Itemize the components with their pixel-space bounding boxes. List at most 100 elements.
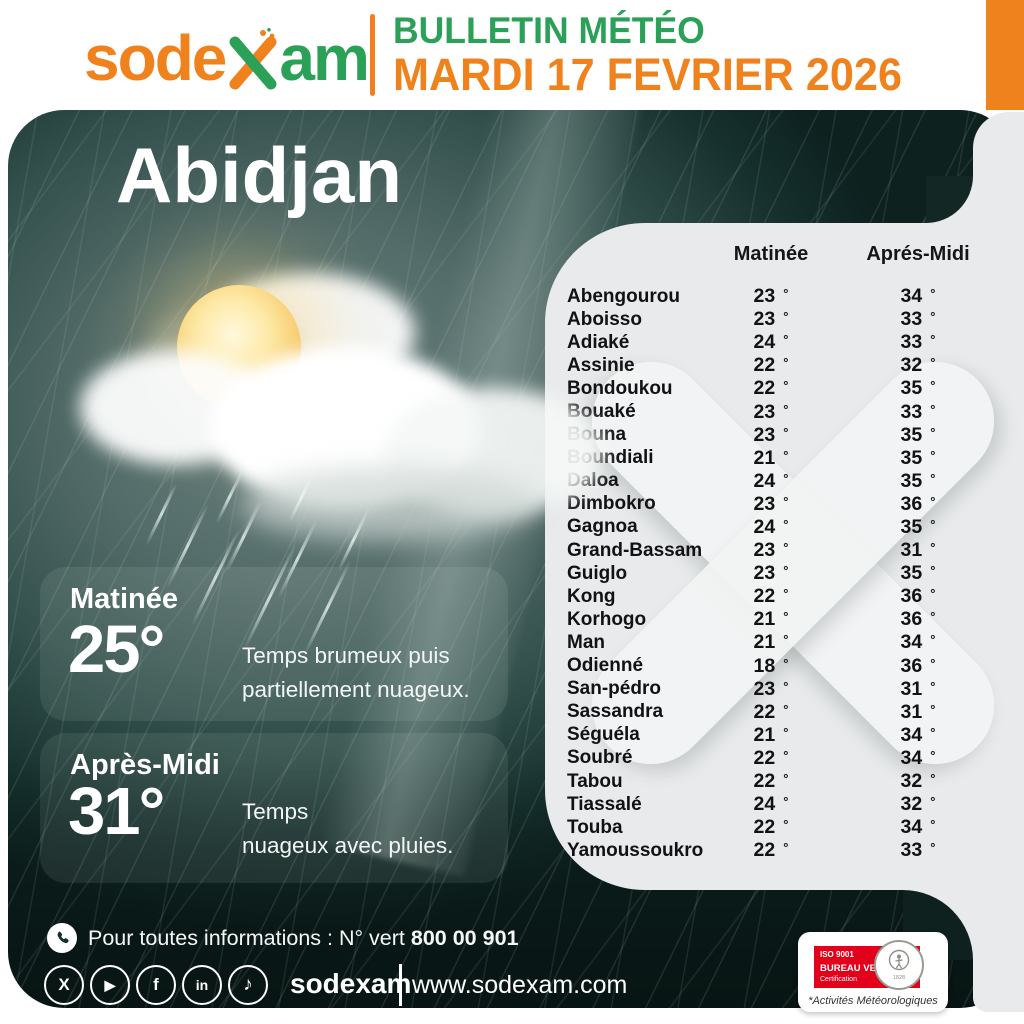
seal-year: 1828 — [892, 975, 906, 981]
table-row: Assinie 22 ° 32 ° — [545, 354, 1024, 377]
footer-divider — [399, 964, 402, 1006]
morning-temp-cell: 23 ° — [753, 677, 789, 700]
afternoon-temp-cell: 32 ° — [900, 354, 936, 377]
table-row: Man 21 ° 34 ° — [545, 631, 1024, 654]
table-row: San-pédro 23 ° 31 ° — [545, 678, 1024, 701]
footer-brand: sodexam — [290, 968, 412, 999]
morning-temp-cell: 21 ° — [753, 723, 789, 746]
table-row: Yamoussoukro 22 ° 33 ° — [545, 839, 1024, 862]
website-link[interactable]: www.sodexam.com — [412, 971, 628, 999]
table-row: Adiaké 24 ° 33 ° — [545, 331, 1024, 354]
table-city: Adiaké — [567, 331, 630, 353]
afternoon-temperature: 31° — [68, 774, 165, 849]
morning-temp-cell: 22 ° — [753, 746, 789, 769]
morning-temp-cell: 23 ° — [753, 308, 789, 331]
table-row: Abengourou 23 ° 34 ° — [545, 285, 1024, 308]
city-table-body: Abengourou 23 ° 34 ° Aboisso 23 ° 33 ° Adiaké 24 ° 33… — [545, 285, 1024, 862]
table-row: Bouaké 23 ° 33 ° — [545, 400, 1024, 423]
phone-icon — [47, 923, 77, 953]
table-city: Assinie — [567, 354, 635, 376]
afternoon-temp-cell: 36 ° — [900, 608, 936, 631]
afternoon-temp-cell: 36 ° — [900, 492, 936, 515]
youtube-icon[interactable]: ▶ — [90, 965, 130, 1005]
table-city: Dimbokro — [567, 493, 656, 515]
afternoon-label: Après-Midi — [70, 749, 220, 781]
afternoon-temp-cell: 34 ° — [900, 816, 936, 839]
morning-temp-cell: 24 ° — [753, 331, 789, 354]
tiktok-icon[interactable]: ♪ — [228, 965, 268, 1005]
morning-temp-cell: 22 ° — [753, 839, 789, 862]
afternoon-temp-cell: 35 ° — [900, 469, 936, 492]
table-row: Gagnoa 24 ° 35 ° — [545, 516, 1024, 539]
afternoon-temp-cell: 34 ° — [900, 631, 936, 654]
facebook-icon[interactable]: f — [136, 965, 176, 1005]
afternoon-temp-cell: 31 ° — [900, 677, 936, 700]
morning-label: Matinée — [70, 583, 178, 615]
table-city: Bouna — [567, 424, 627, 446]
afternoon-temp-cell: 35 ° — [900, 515, 936, 538]
afternoon-temp-cell: 33 ° — [900, 400, 936, 423]
morning-temp-cell: 24 ° — [753, 469, 789, 492]
x-icon[interactable]: X — [44, 965, 84, 1005]
morning-temp-cell: 22 ° — [753, 770, 789, 793]
afternoon-temp-cell: 35 ° — [900, 446, 936, 469]
morning-temp-cell: 18 ° — [753, 654, 789, 677]
table-header-morning: Matinée — [733, 243, 809, 265]
table-row: Bouna 23 ° 35 ° — [545, 424, 1024, 447]
bureau-veritas-seal: 1828 — [874, 940, 924, 990]
afternoon-temp-cell: 36 ° — [900, 654, 936, 677]
morning-temp-cell: 24 ° — [753, 793, 789, 816]
linkedin-icon[interactable]: in — [182, 965, 222, 1005]
morning-temp-cell: 22 ° — [753, 700, 789, 723]
table-header-afternoon: Aprés-Midi — [866, 243, 970, 265]
table-city: Guiglo — [567, 562, 628, 584]
afternoon-temp-cell: 31 ° — [900, 700, 936, 723]
table-city: Gagnoa — [567, 516, 638, 538]
table-row: Bondoukou 22 ° 35 ° — [545, 377, 1024, 400]
table-city: Abengourou — [567, 285, 680, 307]
morning-temp-cell: 23 ° — [753, 285, 789, 308]
info-prefix: Pour toutes informations : N° vert — [88, 926, 411, 950]
table-row: Guiglo 23 ° 35 ° — [545, 562, 1024, 585]
logo-x-icon — [227, 28, 277, 92]
table-city: Touba — [567, 816, 623, 838]
morning-temp-cell: 22 ° — [753, 354, 789, 377]
header-divider — [370, 14, 375, 96]
table-city: Tiassalé — [567, 793, 642, 815]
table-row: Soubré 22 ° 34 ° — [545, 747, 1024, 770]
afternoon-desc-line2: nuageux avec pluies. — [242, 832, 454, 858]
bulletin-title-line1: BULLETIN MÉTÉO — [393, 10, 705, 51]
afternoon-temp-cell: 31 ° — [900, 539, 936, 562]
table-city: Soubré — [567, 747, 633, 769]
bureau-veritas-label: BUREAU VERITAS — [820, 963, 904, 974]
afternoon-temp-cell: 32 ° — [900, 793, 936, 816]
morning-temp-cell: 22 ° — [753, 585, 789, 608]
morning-temp-cell: 22 ° — [753, 816, 789, 839]
iso-label: ISO 9001 — [820, 950, 854, 959]
certification-label: Certification — [820, 976, 857, 983]
table-row: Séguéla 21 ° 34 ° — [545, 724, 1024, 747]
table-row: Aboisso 23 ° 33 ° — [545, 308, 1024, 331]
afternoon-desc-line1: Temps — [242, 799, 309, 824]
table-city: San-pédro — [567, 678, 661, 700]
morning-temp-cell: 23 ° — [753, 539, 789, 562]
table-row: Korhogo 21 ° 36 ° — [545, 608, 1024, 631]
table-city: Odienné — [567, 655, 644, 677]
logo-text-sode: sode — [84, 22, 227, 94]
green-number[interactable]: 800 00 901 — [410, 926, 519, 950]
sodexam-logo: sode am — [84, 20, 370, 96]
afternoon-temp-cell: 35 ° — [900, 377, 936, 400]
table-city: Bondoukou — [567, 377, 673, 399]
afternoon-temp-cell: 34 ° — [900, 285, 936, 308]
morning-temp-cell: 22 ° — [753, 377, 789, 400]
afternoon-description: Temps nuageux avec pluies. — [242, 795, 527, 863]
orange-corner-block — [986, 0, 1024, 110]
table-row: Odienné 18 ° 36 ° — [545, 655, 1024, 678]
social-icons: X ▶ f in ♪ — [44, 965, 268, 1005]
table-row: Boundiali 21 ° 35 ° — [545, 447, 1024, 470]
table-city: Aboisso — [567, 308, 642, 330]
table-row: Dimbokro 23 ° 36 ° — [545, 493, 1024, 516]
table-row: Tiassalé 24 ° 32 ° — [545, 793, 1024, 816]
table-city: Daloa — [567, 470, 619, 492]
